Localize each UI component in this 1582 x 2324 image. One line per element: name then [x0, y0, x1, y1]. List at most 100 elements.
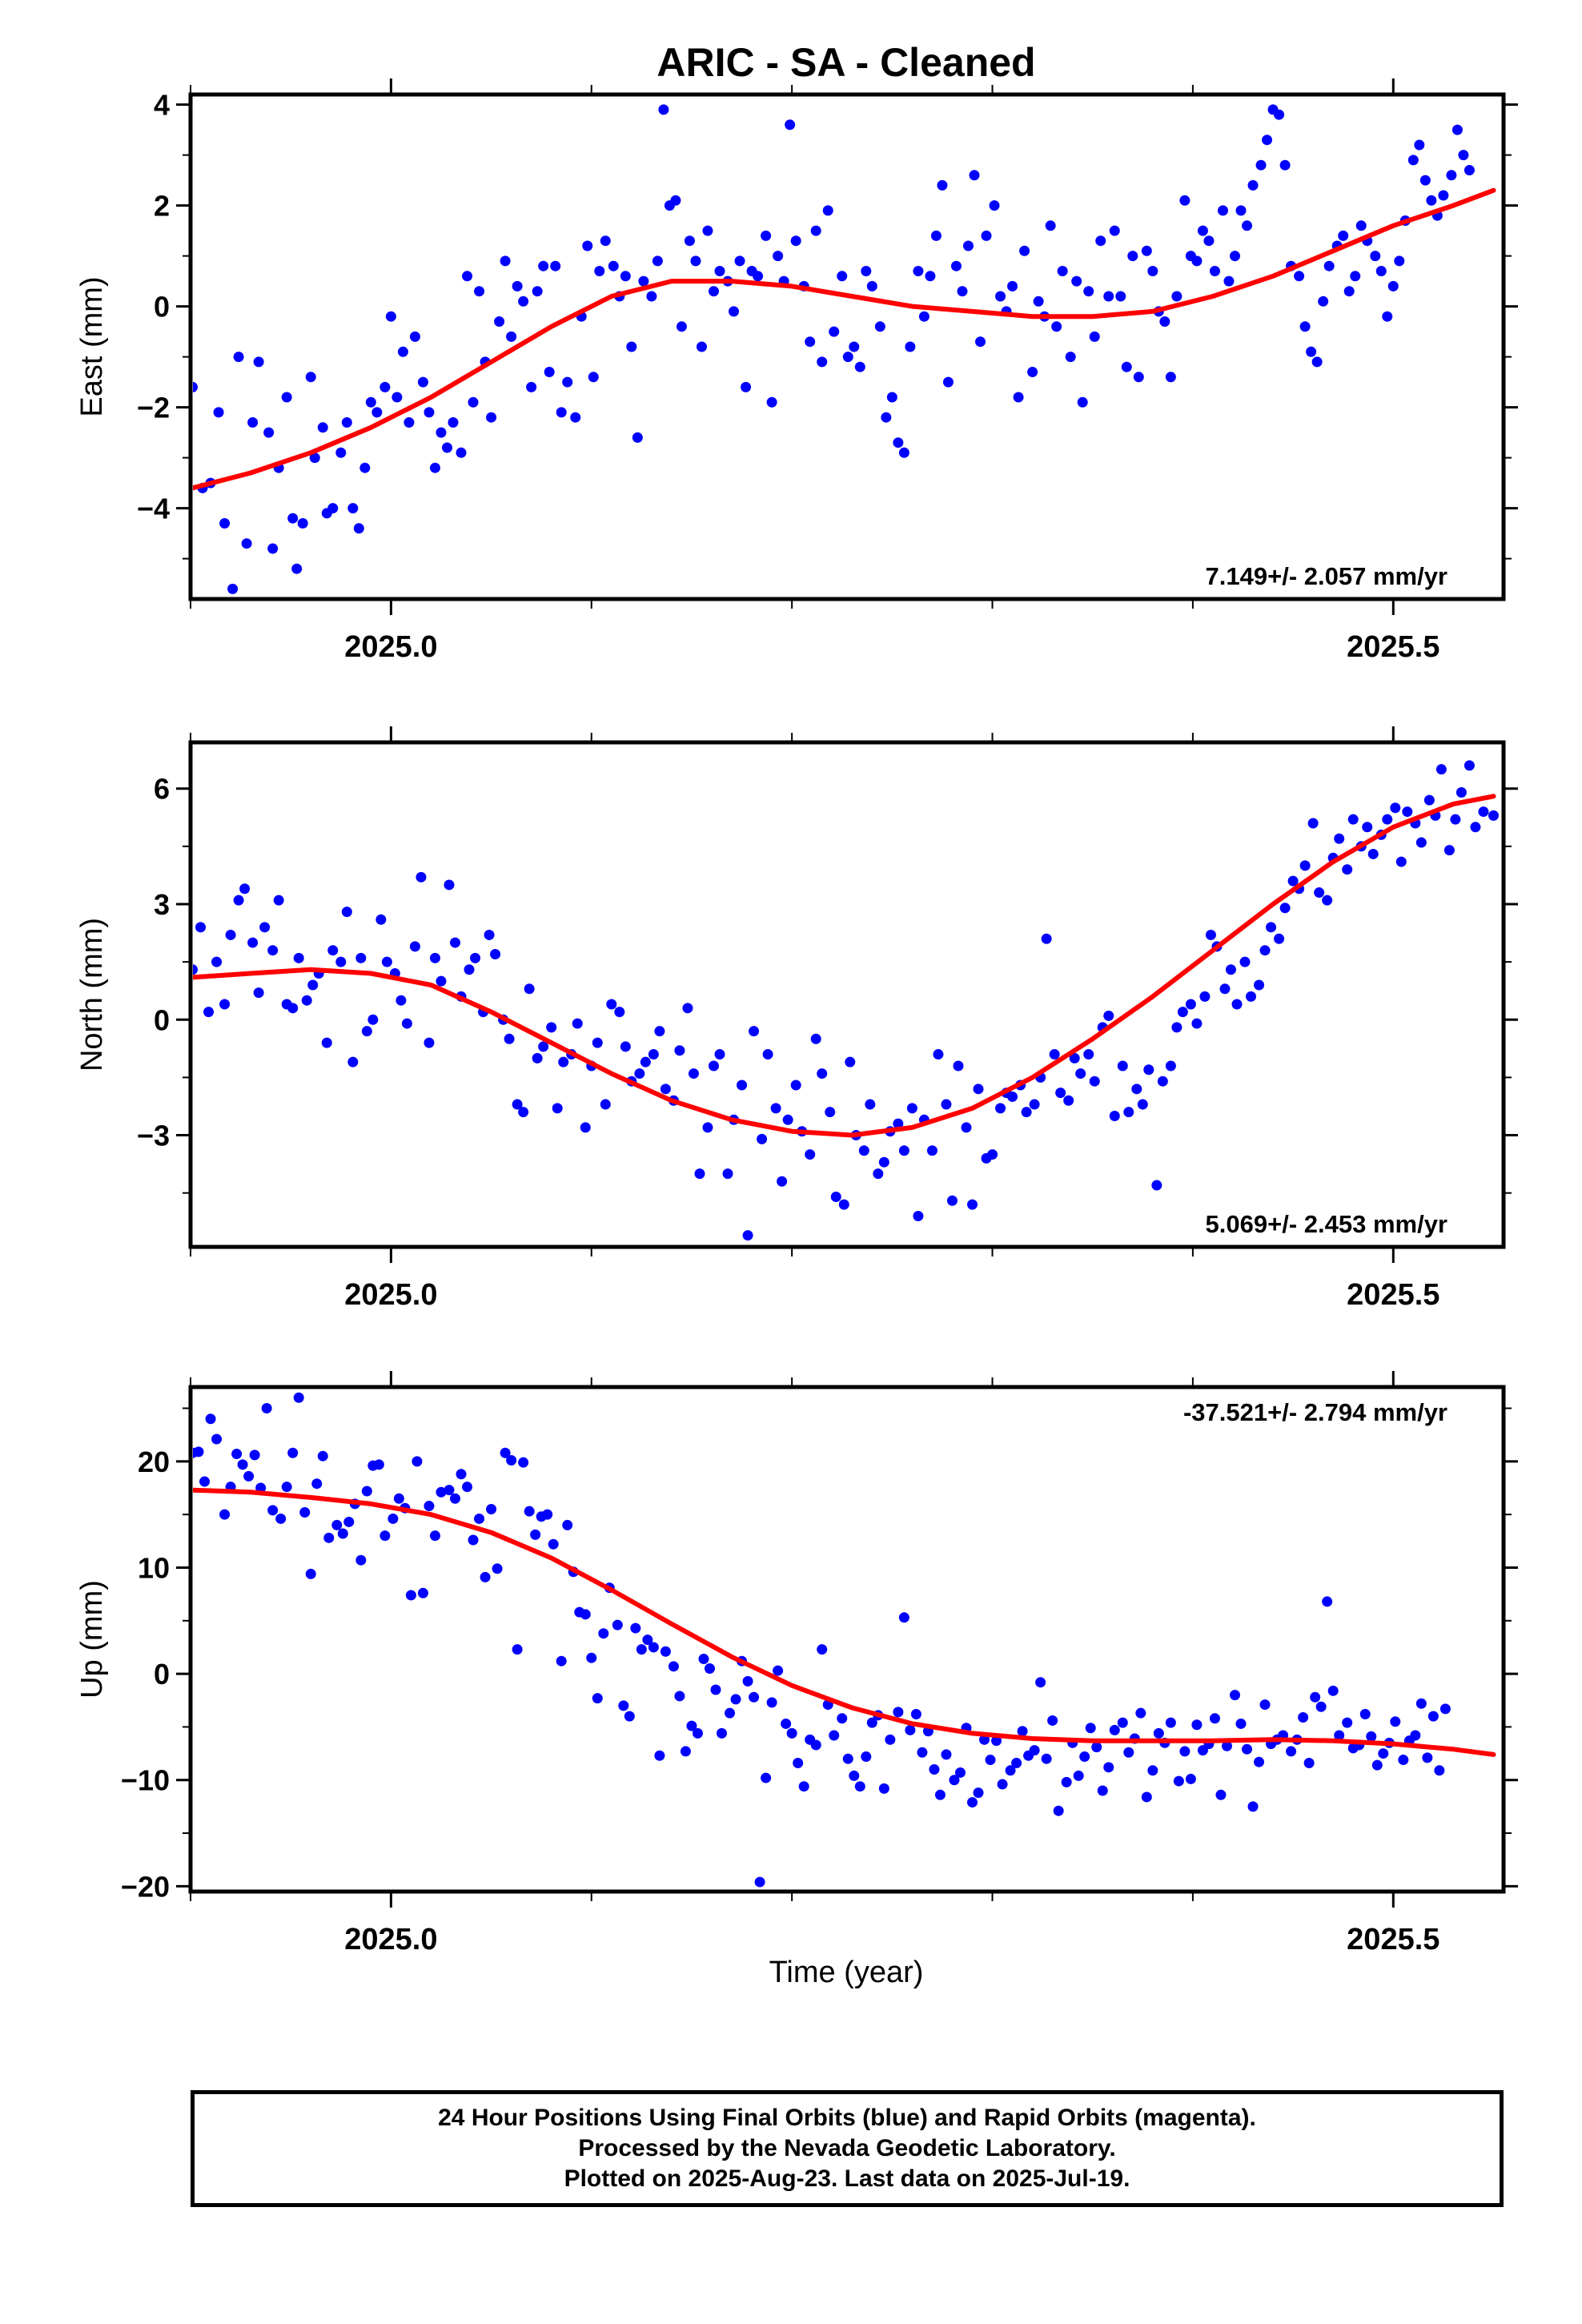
data-point	[1398, 1755, 1409, 1766]
data-point	[893, 437, 904, 448]
data-point	[600, 1099, 611, 1110]
data-point	[1079, 1751, 1090, 1763]
data-point	[321, 1037, 332, 1048]
data-point	[1029, 1099, 1040, 1110]
data-point	[281, 1482, 292, 1493]
data-point	[1131, 1084, 1142, 1095]
data-point	[1205, 929, 1216, 940]
data-point	[684, 235, 695, 247]
data-point	[504, 1033, 515, 1044]
data-point	[854, 361, 865, 372]
data-point	[1095, 235, 1106, 247]
data-point	[782, 1114, 793, 1125]
panel-east: 2025.0 2025.5 4 2 0 −2 −4 East (mm) 7.149+/- 2.0…	[75, 78, 1518, 664]
data-point	[464, 964, 475, 975]
data-point	[674, 1045, 685, 1056]
data-point	[1049, 1049, 1060, 1060]
data-point	[393, 1493, 404, 1504]
data-point	[323, 1532, 335, 1543]
data-point	[1217, 205, 1228, 216]
data-point	[1478, 0, 1488, 6]
data-point	[1435, 764, 1447, 775]
data-point	[506, 331, 517, 342]
data-point	[436, 1486, 447, 1498]
x-tick-label: 2025.0	[344, 630, 437, 664]
data-point	[861, 266, 872, 276]
data-point	[347, 1056, 359, 1068]
data-point	[1370, 251, 1381, 262]
data-point	[1069, 1052, 1080, 1063]
data-point	[273, 895, 284, 906]
data-point	[1484, 0, 1495, 6]
data-point	[544, 367, 555, 377]
data-point	[648, 1642, 659, 1653]
data-point	[770, 1103, 781, 1114]
data-point	[829, 1730, 840, 1741]
data-point	[873, 1168, 884, 1180]
data-point	[798, 1781, 809, 1792]
data-point	[1279, 159, 1291, 171]
data-point	[1185, 999, 1196, 1010]
data-point	[842, 352, 853, 363]
data-point	[749, 1026, 760, 1037]
data-point	[742, 1230, 753, 1241]
data-points	[193, 760, 1499, 1241]
data-point	[1055, 1088, 1066, 1099]
data-point	[1209, 1713, 1220, 1724]
data-point	[409, 331, 420, 342]
data-point	[1089, 331, 1100, 342]
data-point	[1394, 255, 1405, 267]
data-point	[676, 321, 687, 332]
data-point	[1407, 155, 1419, 166]
data-point	[347, 503, 359, 514]
data-point	[556, 1655, 567, 1667]
data-point	[1466, 0, 1476, 6]
data-point	[606, 999, 617, 1010]
data-point	[1137, 1099, 1148, 1110]
data-point	[1047, 1715, 1058, 1726]
data-point	[708, 1060, 719, 1072]
data-point	[193, 381, 199, 392]
data-point	[636, 1644, 647, 1655]
data-point	[1367, 848, 1379, 859]
data-point	[1427, 1711, 1439, 1722]
data-point	[1274, 933, 1285, 944]
data-point	[353, 523, 364, 534]
data-point	[474, 1513, 485, 1524]
data-point	[592, 1693, 603, 1704]
data-point	[849, 1770, 860, 1781]
data-point	[962, 240, 974, 251]
data-point	[878, 1156, 889, 1168]
data-point	[1191, 1018, 1203, 1029]
data-point	[429, 1530, 440, 1542]
data-point	[1254, 1756, 1265, 1767]
data-point	[906, 1103, 917, 1114]
data-point	[766, 1697, 777, 1708]
data-point	[773, 1665, 784, 1676]
data-point	[766, 396, 777, 408]
data-point	[1390, 1716, 1401, 1727]
data-point	[640, 1056, 651, 1068]
data-point	[698, 1654, 709, 1665]
data-point	[355, 952, 367, 963]
data-point	[714, 266, 725, 276]
data-point	[810, 1033, 821, 1044]
data-point	[247, 417, 259, 428]
data-point	[387, 1513, 399, 1524]
data-point	[1115, 291, 1126, 302]
data-point	[267, 1505, 279, 1516]
data-point	[424, 407, 435, 418]
data-point	[1239, 956, 1251, 967]
data-point	[562, 376, 573, 388]
data-point	[468, 396, 479, 408]
data-point	[233, 352, 244, 363]
rate-label: 5.069+/- 2.453 mm/yr	[1206, 1210, 1447, 1238]
data-point	[987, 1149, 998, 1160]
data-point	[953, 1060, 964, 1072]
data-point	[424, 1037, 435, 1048]
data-point	[570, 412, 581, 423]
data-point	[1225, 964, 1236, 975]
data-point	[1438, 190, 1449, 201]
data-point	[546, 1022, 557, 1033]
